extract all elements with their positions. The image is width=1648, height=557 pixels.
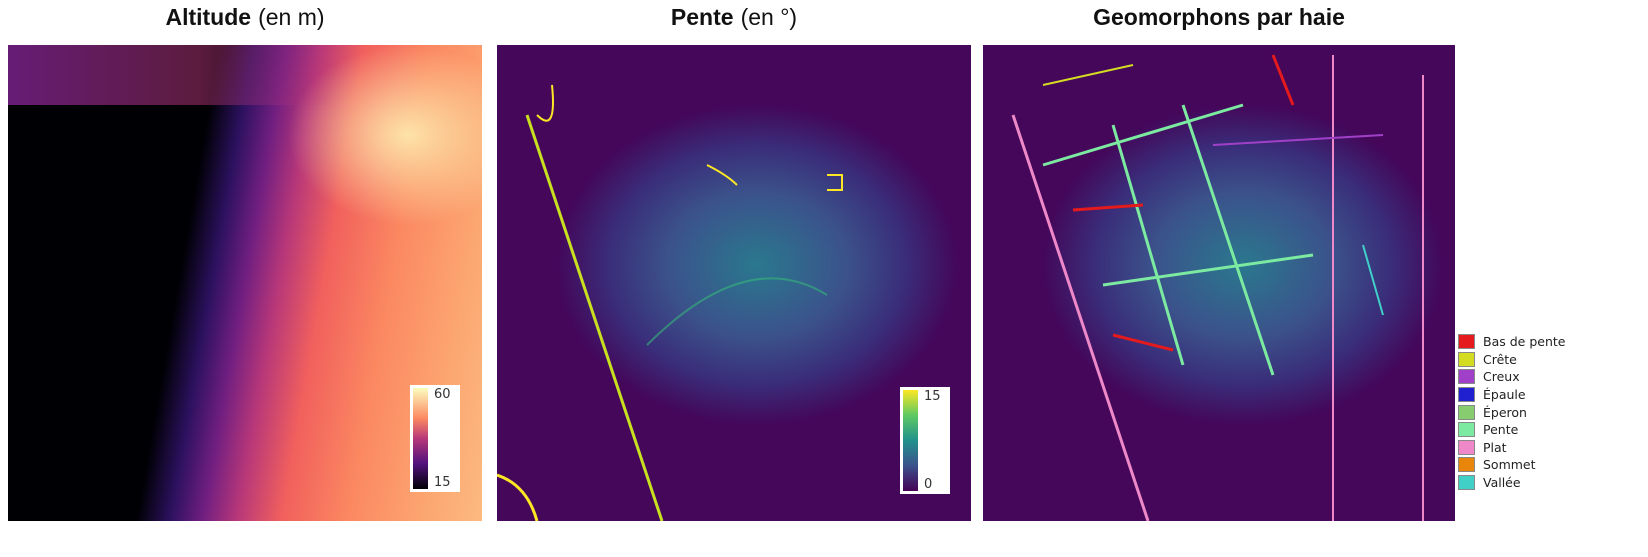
hedge-features bbox=[1011, 54, 1424, 521]
colorbar-max: 15 bbox=[924, 389, 941, 404]
legend-swatch bbox=[1458, 404, 1475, 420]
legend-item: Bas de pente bbox=[1458, 333, 1565, 351]
legend-label: Vallée bbox=[1483, 475, 1521, 491]
legend-swatch bbox=[1458, 457, 1475, 473]
legend-item: Vallée bbox=[1458, 474, 1565, 492]
legend-item: Épaule bbox=[1458, 386, 1565, 404]
slope-feature bbox=[646, 277, 828, 346]
hedge-line bbox=[1271, 54, 1295, 106]
title-unit: (en °) bbox=[740, 4, 798, 30]
slope-features bbox=[497, 84, 843, 521]
legend-item: Sommet bbox=[1458, 456, 1565, 474]
colorbar-max: 60 bbox=[434, 387, 451, 402]
legend-swatch bbox=[1458, 422, 1475, 438]
legend-label: Crête bbox=[1483, 351, 1517, 367]
colorbar-min: 15 bbox=[434, 475, 451, 490]
panel-title-slope: Pente (en °) bbox=[497, 4, 971, 31]
legend-swatch bbox=[1458, 334, 1475, 350]
legend-label: Épaule bbox=[1483, 387, 1526, 403]
colorbar-gradient bbox=[413, 388, 428, 489]
road-curve bbox=[497, 473, 539, 521]
hedge-line bbox=[1011, 114, 1150, 521]
hedge-line bbox=[1042, 64, 1134, 86]
legend-item: Creux bbox=[1458, 368, 1565, 386]
altitude-map: 60 15 bbox=[8, 45, 482, 521]
hedge-line bbox=[1181, 104, 1275, 376]
slope-feature bbox=[536, 84, 554, 122]
legend-label: Éperon bbox=[1483, 404, 1527, 420]
panel-title-altitude: Altitude (en m) bbox=[8, 4, 482, 31]
legend-label: Pente bbox=[1483, 422, 1519, 438]
legend-swatch bbox=[1458, 475, 1475, 491]
geomorphon-legend: Bas de pente Crête Creux Épaule Éperon Pente P… bbox=[1458, 333, 1565, 491]
legend-label: Sommet bbox=[1483, 457, 1536, 473]
legend-label: Bas de pente bbox=[1483, 334, 1566, 350]
title-bold: Altitude bbox=[165, 4, 252, 30]
panel-title-geomorphons: Geomorphons par haie bbox=[983, 4, 1455, 31]
colorbar-min: 0 bbox=[924, 477, 933, 492]
altitude-colorbar: 60 15 bbox=[410, 385, 460, 492]
legend-label: Plat bbox=[1483, 439, 1507, 455]
hedge-line bbox=[1042, 103, 1244, 167]
slope-colorbar: 15 0 bbox=[900, 387, 950, 494]
slope-map: 15 0 bbox=[497, 45, 971, 521]
hedge-line bbox=[1362, 244, 1384, 316]
legend-swatch bbox=[1458, 439, 1475, 455]
hedge-line bbox=[1102, 253, 1314, 287]
title-unit: (en m) bbox=[258, 4, 325, 30]
hedge-line bbox=[1111, 124, 1185, 366]
title-bold: Geomorphons par haie bbox=[1093, 4, 1345, 30]
slope-feature bbox=[706, 164, 738, 186]
slope-feature bbox=[827, 174, 843, 191]
legend-item: Crête bbox=[1458, 351, 1565, 369]
legend-item: Plat bbox=[1458, 439, 1565, 457]
legend-swatch bbox=[1458, 351, 1475, 367]
hedge-line bbox=[1212, 134, 1384, 146]
title-bold: Pente bbox=[670, 4, 734, 30]
altitude-shading bbox=[8, 45, 482, 105]
geomorphons-map bbox=[983, 45, 1455, 521]
colorbar-gradient bbox=[903, 390, 918, 491]
legend-item: Éperon bbox=[1458, 403, 1565, 421]
hedge-line bbox=[1112, 333, 1174, 352]
legend-swatch bbox=[1458, 387, 1475, 403]
legend-swatch bbox=[1458, 369, 1475, 385]
road-line bbox=[525, 114, 664, 521]
legend-item: Pente bbox=[1458, 421, 1565, 439]
hedge-line bbox=[1072, 203, 1144, 212]
legend-label: Creux bbox=[1483, 369, 1520, 385]
